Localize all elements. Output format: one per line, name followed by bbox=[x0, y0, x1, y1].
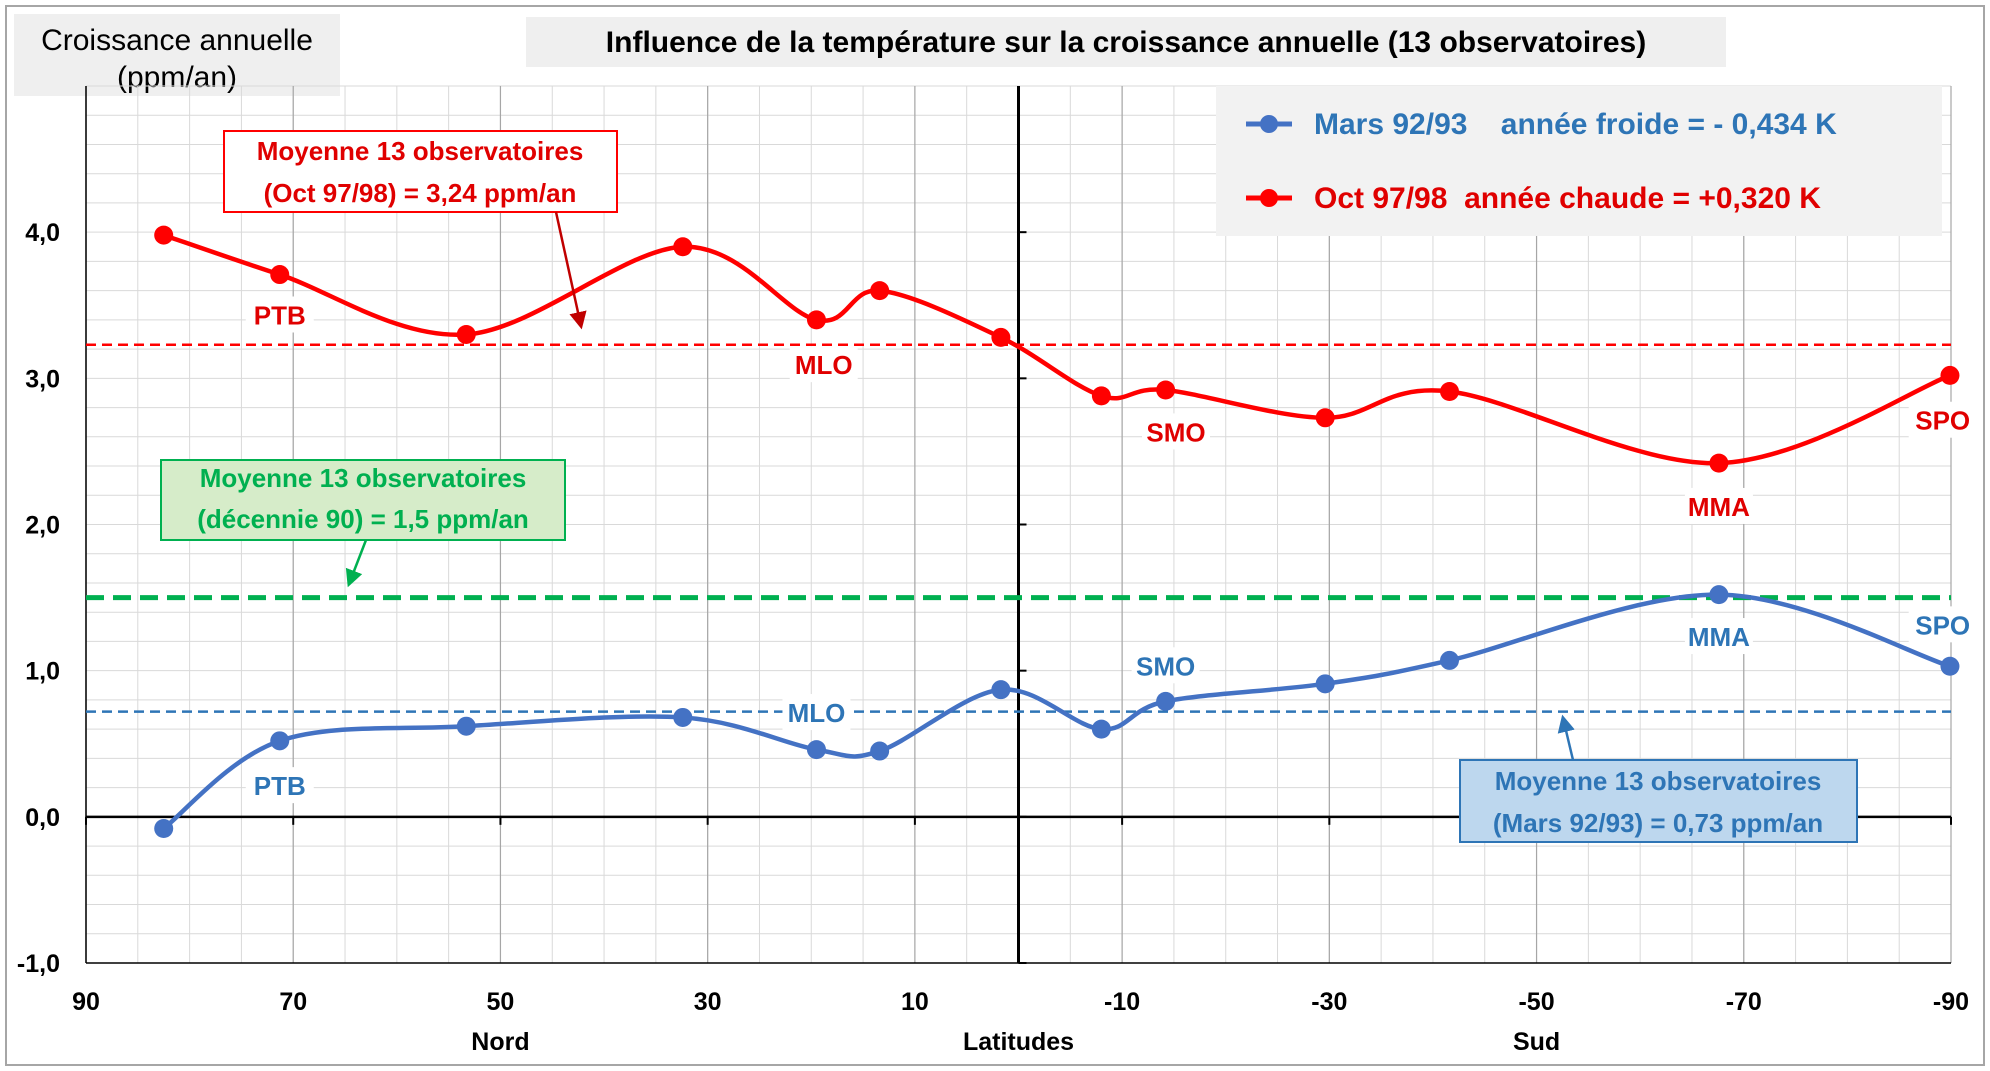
series-1-point bbox=[1940, 365, 1960, 385]
x-axis-label: Nord bbox=[471, 1028, 529, 1056]
x-tick-label: 70 bbox=[279, 988, 307, 1016]
point-label-background bbox=[782, 694, 851, 731]
annotation-decade-line-1: Moyenne 13 observatoires bbox=[200, 463, 527, 493]
annotation-cold-box bbox=[1459, 759, 1858, 843]
x-tick-label: -10 bbox=[1104, 988, 1140, 1016]
y-tick-label: 0,0 bbox=[25, 804, 60, 832]
y-axis-title-box bbox=[14, 14, 340, 96]
axes: -1,0 0,0 1,0 2,0 3,0 4,0 90 70 50 30 10 -10 -30 -50 -7… bbox=[17, 86, 1969, 1056]
point-label-background bbox=[1908, 401, 1977, 438]
point-label: SPO bbox=[1915, 406, 1970, 436]
legend-box bbox=[1216, 86, 1942, 236]
legend-swatch-marker-cold bbox=[1260, 115, 1278, 133]
y-tick-label: 3,0 bbox=[25, 365, 60, 393]
x-axis-label: Sud bbox=[1513, 1028, 1560, 1056]
x-tick-label: -50 bbox=[1518, 988, 1554, 1016]
legend-swatch-marker-warm bbox=[1260, 189, 1278, 207]
point-label: MMA bbox=[1688, 622, 1750, 652]
annotation-decade-line-2: (décennie 90) = 1,5 ppm/an bbox=[197, 504, 529, 534]
series-points bbox=[154, 225, 1960, 839]
annotation-decade-box bbox=[160, 459, 566, 541]
point-labels: PTB MLO SMO MMA SPO PTB MLO SMO MMA SPO bbox=[245, 296, 1977, 804]
x-tick-label: 90 bbox=[72, 988, 100, 1016]
series-0-point bbox=[1940, 656, 1960, 676]
point-label: SMO bbox=[1146, 417, 1205, 447]
point-label: PTB bbox=[254, 300, 306, 330]
x-axis-label: Latitudes bbox=[963, 1028, 1074, 1056]
series-0-point bbox=[456, 716, 476, 736]
series-0-point bbox=[1091, 719, 1111, 739]
y-tick-label: 4,0 bbox=[25, 219, 60, 247]
legend-label-warm: Oct 97/98 année chaude = +0,320 K bbox=[1314, 182, 1821, 215]
point-label-background bbox=[1684, 487, 1753, 524]
point-label: SPO bbox=[1915, 610, 1970, 640]
annotation-warm-line-1: Moyenne 13 observatoires bbox=[257, 136, 584, 166]
series-0-point bbox=[1315, 674, 1335, 694]
point-label: MMA bbox=[1688, 492, 1750, 522]
annotation-decade-mean: Moyenne 13 observatoires (décennie 90) =… bbox=[160, 459, 566, 588]
chart-title: Influence de la température sur la crois… bbox=[606, 26, 1646, 59]
series-1-point bbox=[456, 324, 476, 344]
series-0-point bbox=[991, 680, 1011, 700]
series-1-point bbox=[1091, 386, 1111, 406]
series-1-point bbox=[270, 265, 290, 285]
point-label-background bbox=[245, 767, 314, 804]
y-tick-label: 1,0 bbox=[25, 658, 60, 686]
series-0-point bbox=[270, 731, 290, 751]
series-0-point bbox=[1156, 691, 1176, 711]
x-tick-label: 30 bbox=[694, 988, 722, 1016]
y-tick-label: -1,0 bbox=[17, 950, 60, 978]
series-0-point bbox=[806, 740, 826, 760]
annotation-cold-line-1: Moyenne 13 observatoires bbox=[1495, 766, 1822, 796]
point-label: PTB bbox=[254, 771, 306, 801]
series-0-point bbox=[673, 707, 693, 727]
series-1-point bbox=[154, 225, 174, 245]
annotation-cold-line-2: (Mars 92/93) = 0,73 ppm/an bbox=[1493, 808, 1823, 838]
legend: Mars 92/93 année froide = - 0,434 K Oct … bbox=[1216, 86, 1942, 236]
point-label-background bbox=[1684, 618, 1753, 655]
chart-frame bbox=[5, 5, 1985, 1066]
series-1-point bbox=[1156, 380, 1176, 400]
series-1-point bbox=[1709, 453, 1729, 473]
annotation-warm-mean: Moyenne 13 observatoires (Oct 97/98) = 3… bbox=[223, 130, 618, 330]
point-label-background bbox=[245, 296, 314, 333]
series-1-point bbox=[870, 281, 890, 301]
series-0-point bbox=[1709, 585, 1729, 605]
x-tick-label: 10 bbox=[901, 988, 929, 1016]
x-tick-label: 50 bbox=[487, 988, 515, 1016]
series-0-point bbox=[154, 819, 174, 839]
point-label-background bbox=[1141, 413, 1210, 450]
series-0-point bbox=[1440, 650, 1460, 670]
series-1-point bbox=[991, 327, 1011, 347]
y-tick-label: 2,0 bbox=[25, 512, 60, 540]
x-tick-label: -30 bbox=[1311, 988, 1347, 1016]
y-axis-title-line-1: Croissance annuelle bbox=[41, 24, 313, 57]
chart-title-box bbox=[526, 17, 1726, 67]
series-0-point bbox=[870, 741, 890, 761]
point-label-background bbox=[1131, 647, 1200, 684]
x-tick-label: -90 bbox=[1933, 988, 1969, 1016]
series-1-point bbox=[673, 237, 693, 257]
annotation-cold-arrow bbox=[1557, 714, 1575, 761]
annotation-warm-line-2: (Oct 97/98) = 3,24 ppm/an bbox=[264, 178, 577, 208]
series-1-point bbox=[1440, 381, 1460, 401]
point-label-background bbox=[1908, 606, 1977, 643]
annotation-warm-arrow bbox=[554, 211, 587, 330]
series-1-point bbox=[806, 310, 826, 330]
annotation-warm-box bbox=[223, 130, 618, 213]
point-label-background bbox=[789, 346, 858, 383]
annotation-decade-arrow bbox=[345, 539, 368, 588]
legend-label-cold: Mars 92/93 année froide = - 0,434 K bbox=[1314, 108, 1837, 141]
point-label: MLO bbox=[795, 350, 853, 380]
point-label: MLO bbox=[788, 698, 846, 728]
y-axis-title-line-2: (ppm/an) bbox=[117, 61, 237, 94]
series-1-point bbox=[1315, 408, 1335, 428]
x-tick-label: -70 bbox=[1726, 988, 1762, 1016]
point-label: SMO bbox=[1136, 651, 1195, 681]
annotation-cold-mean: Moyenne 13 observatoires (Mars 92/93) = … bbox=[1459, 714, 1858, 843]
